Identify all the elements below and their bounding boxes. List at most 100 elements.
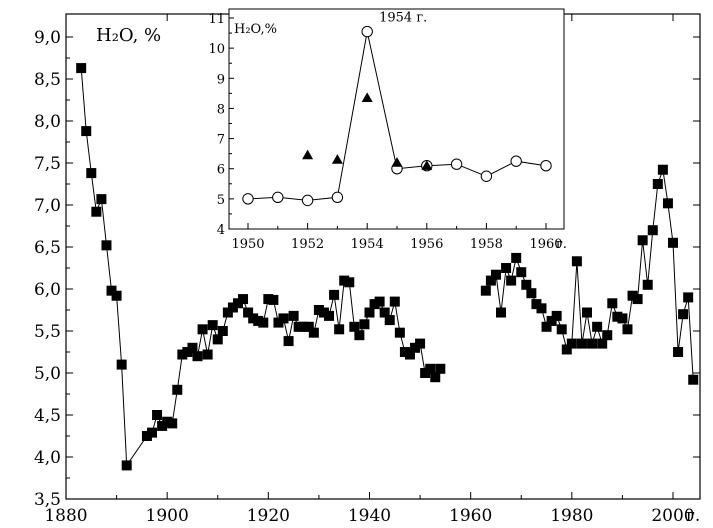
data-point-square (566, 338, 577, 349)
data-point-square (324, 310, 335, 321)
data-point-square (349, 321, 360, 332)
data-point-square (359, 319, 370, 330)
inset-y-tick-label: 9 (217, 72, 225, 87)
data-point-square (571, 256, 582, 267)
data-point-square (288, 310, 299, 321)
data-point-square (369, 299, 380, 310)
data-point-square (597, 338, 608, 349)
data-point-square (283, 336, 294, 347)
data-point-square (384, 315, 395, 326)
data-point-square (212, 334, 223, 345)
data-point-square (627, 290, 638, 301)
inset-data-point-circle (301, 194, 314, 207)
data-point-square (141, 431, 152, 441)
data-point-square (480, 285, 491, 296)
data-point-square (293, 321, 304, 332)
inset-data-point-circle (331, 191, 344, 204)
data-point-square (688, 374, 699, 385)
data-point-square (399, 347, 410, 357)
data-point-square (192, 351, 203, 362)
inset-x-tick-label: 1954 (351, 237, 384, 252)
data-point-square (313, 305, 324, 315)
y-axis-label: H₂O, % (96, 25, 161, 46)
data-point-square (146, 427, 157, 438)
y-tick-label: 5,5 (34, 322, 61, 342)
data-point-square (101, 240, 112, 251)
inset-data-point-circle (242, 193, 254, 205)
inset-data-point-triangle (421, 160, 433, 170)
data-point-square (678, 309, 689, 320)
data-point-square (404, 349, 415, 360)
y-tick-label: 7,5 (34, 154, 61, 174)
data-point-square (536, 303, 547, 314)
data-point-square (187, 342, 198, 353)
data-point-square (374, 296, 385, 307)
data-point-square (207, 320, 218, 331)
data-point-square (526, 288, 537, 299)
data-point-square (642, 279, 653, 290)
data-point-square (516, 267, 527, 278)
data-point-square (668, 237, 678, 248)
data-point-square (111, 290, 122, 301)
data-point-square (86, 168, 97, 179)
y-tick-label: 6,5 (34, 238, 61, 258)
data-point-square (217, 326, 228, 336)
inset-data-point-triangle (302, 149, 314, 160)
data-point-square (607, 298, 618, 309)
data-point-square (354, 330, 365, 341)
inset-frame (228, 8, 565, 230)
data-point-square (576, 338, 587, 349)
inset-y-tick-label: 8 (217, 102, 225, 117)
y-tick-label: 8,0 (34, 112, 61, 132)
inset-y-tick-label: 7 (217, 133, 225, 148)
inset-data-point-circle (480, 170, 493, 182)
data-point-square (551, 310, 562, 321)
y-tick-label: 3,5 (34, 490, 61, 510)
inset-data-point-circle (510, 155, 522, 167)
data-point-square (673, 347, 684, 357)
data-point-square (622, 324, 633, 335)
inset-y-tick-label: 10 (208, 42, 225, 57)
x-tick-label: 1920 (247, 506, 290, 526)
data-point-square (197, 324, 208, 335)
data-point-square (273, 317, 284, 328)
data-point-square (662, 198, 673, 209)
data-point-square (253, 315, 264, 326)
y-tick-label: 4,0 (34, 448, 61, 468)
inset-data-point-triangle (361, 92, 373, 103)
data-point-square (490, 269, 501, 280)
inset-x-tick-label: 1956 (410, 237, 443, 252)
inset-y-tick-label: 6 (217, 163, 225, 178)
data-point-square (485, 275, 496, 286)
data-point-square (182, 347, 193, 357)
data-point-square (318, 307, 329, 318)
inset-y-tick-label: 4 (217, 223, 225, 238)
data-point-square (425, 363, 436, 374)
data-point-square (541, 321, 552, 332)
inset-annotation: 1954 г. (379, 11, 427, 26)
data-point-square (617, 313, 628, 324)
y-tick-label: 6,0 (34, 280, 61, 300)
x-tick-label: 1940 (348, 506, 391, 526)
data-point-square (344, 277, 355, 288)
data-point-square (435, 363, 446, 374)
data-point-square (592, 321, 603, 332)
data-point-square (501, 263, 512, 273)
data-point-square (329, 289, 340, 300)
data-point-square (657, 164, 668, 175)
data-point-square (587, 338, 598, 349)
main-chart: 3,5 4,0 4,5 5,0 5,5 6,0 6,5 7,0 7,5 8,0 8,5 9,0 1880… (34, 13, 701, 526)
data-point-square (637, 235, 648, 246)
x-tick-label: 2000 (651, 506, 694, 526)
data-point-square (167, 418, 178, 429)
data-point-square (632, 294, 643, 305)
inset-data-point-triangle (391, 157, 403, 167)
inset-x-tick-label: 1960 (529, 237, 562, 252)
data-point-square (202, 349, 213, 360)
data-point-square (561, 344, 572, 355)
y-tick-label: 8,5 (34, 70, 61, 90)
inset-data-point-circle (361, 25, 373, 38)
data-point-square (298, 321, 309, 332)
